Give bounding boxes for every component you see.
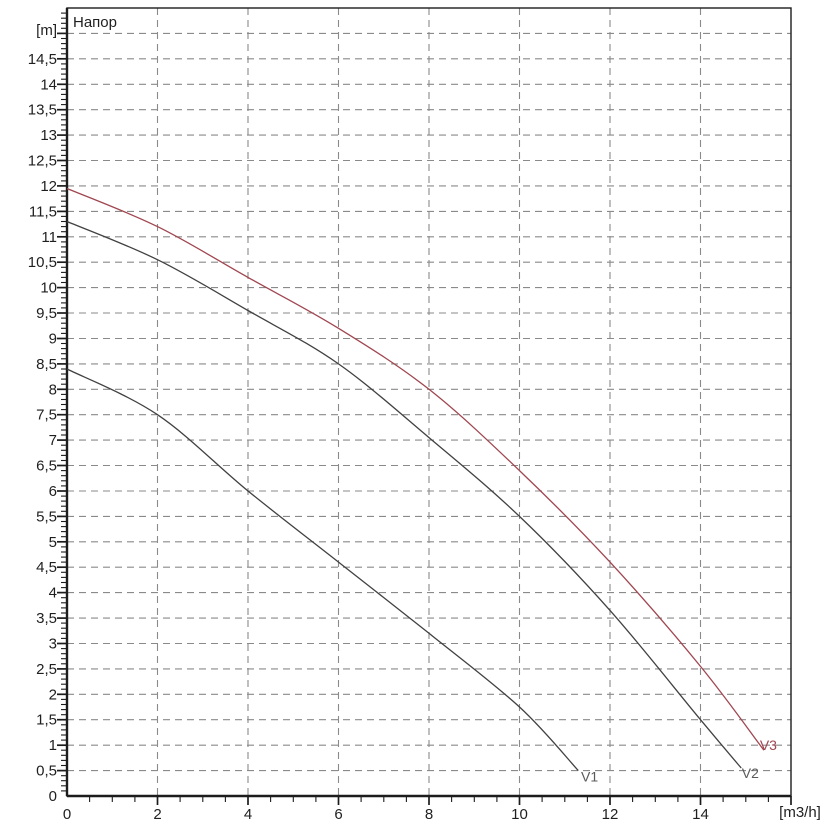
y-tick-label: 14,5 <box>28 51 57 68</box>
x-axis-unit-label: [m3/h] <box>779 804 821 821</box>
y-tick-label: 5 <box>49 534 57 551</box>
x-tick-label: 8 <box>425 806 433 823</box>
x-tick-label: 12 <box>602 806 619 823</box>
curves <box>66 187 765 772</box>
y-tick-label: 3 <box>49 636 57 653</box>
axis-labels: 00,511,522,533,544,555,566,577,588,599,5… <box>28 51 709 823</box>
y-tick-label: 7 <box>49 432 57 449</box>
y-tick-label: 9 <box>49 331 57 348</box>
y-tick-label: 12,5 <box>28 153 57 170</box>
y-tick-label: 12 <box>40 178 57 195</box>
curve-v3 <box>66 187 765 751</box>
x-tick-label: 0 <box>63 806 71 823</box>
curve-label-v3: V3 <box>760 737 777 753</box>
y-tick-label: 11,5 <box>29 203 57 220</box>
curve-label-v2: V2 <box>742 765 759 781</box>
y-tick-label: 0 <box>49 788 57 805</box>
y-tick-label: 8,5 <box>36 356 57 373</box>
curve-label-v1: V1 <box>581 769 598 785</box>
y-axis-unit-label: [m] <box>36 22 57 39</box>
y-tick-label: 4,5 <box>36 559 57 576</box>
y-tick-label: 5,5 <box>36 508 57 525</box>
y-tick-label: 2 <box>49 686 57 703</box>
y-tick-label: 6 <box>49 483 57 500</box>
y-tick-label: 14 <box>40 76 57 93</box>
y-tick-label: 10,5 <box>28 254 57 271</box>
curve-v1 <box>66 368 579 772</box>
y-tick-label: 4 <box>49 585 57 602</box>
y-tick-label: 11 <box>41 229 57 246</box>
y-tick-label: 13 <box>40 127 57 144</box>
plot-frame <box>66 7 792 797</box>
gridlines <box>67 8 791 796</box>
x-tick-label: 14 <box>692 806 709 823</box>
chart-title: Напор <box>73 14 117 31</box>
x-tick-label: 10 <box>511 806 528 823</box>
y-tick-label: 6,5 <box>36 458 57 475</box>
y-tick-label: 0,5 <box>36 763 57 780</box>
y-tick-label: 1,5 <box>36 712 57 729</box>
axis-ticks <box>57 7 792 805</box>
y-tick-label: 8 <box>49 381 57 398</box>
x-tick-label: 6 <box>334 806 342 823</box>
y-tick-label: 10 <box>40 280 57 297</box>
y-tick-label: 2,5 <box>36 661 57 678</box>
y-tick-label: 13,5 <box>28 102 57 119</box>
curve-v2 <box>66 220 742 769</box>
y-tick-label: 1 <box>49 737 57 754</box>
y-tick-label: 9,5 <box>36 305 57 322</box>
y-tick-label: 7,5 <box>36 407 57 424</box>
y-tick-label: 3,5 <box>36 610 57 627</box>
x-tick-label: 4 <box>244 806 252 823</box>
x-tick-label: 2 <box>153 806 161 823</box>
